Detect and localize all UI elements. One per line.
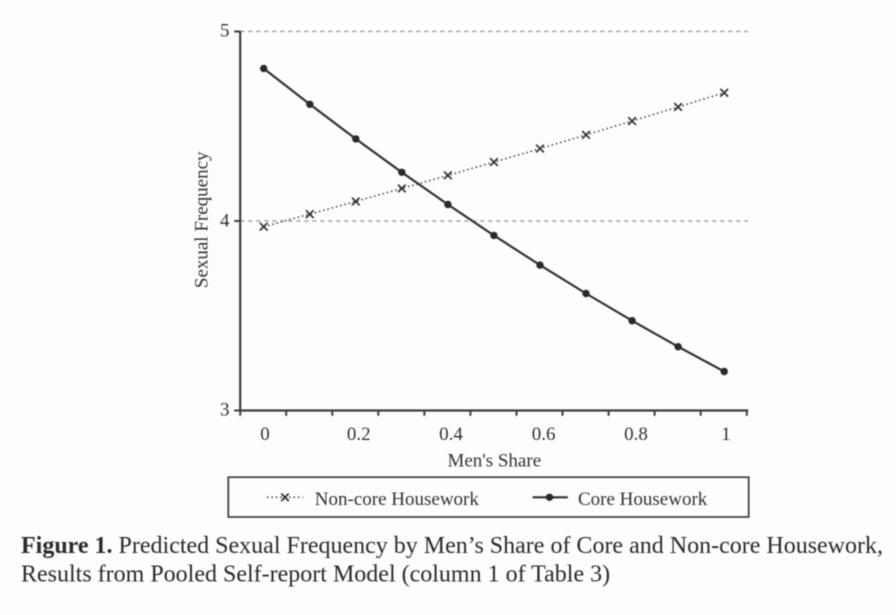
svg-text:Men's Share: Men's Share <box>447 451 541 472</box>
svg-text:Core Housework: Core Housework <box>578 489 708 510</box>
svg-text:0.4: 0.4 <box>439 424 463 445</box>
svg-text:Sexual Frequency: Sexual Frequency <box>192 151 213 288</box>
svg-text:5: 5 <box>220 21 230 42</box>
svg-text:0.6: 0.6 <box>532 424 556 445</box>
svg-text:Non-core Housework: Non-core Housework <box>315 489 480 510</box>
svg-text:0: 0 <box>260 424 270 445</box>
svg-text:4: 4 <box>220 211 230 232</box>
svg-text:Figure 1. Predicted Sexual Fre: Figure 1. Predicted Sexual Frequency by … <box>21 533 883 559</box>
svg-text:Results from Pooled Self-repor: Results from Pooled Self-report Model (c… <box>21 562 610 588</box>
svg-text:0.2: 0.2 <box>347 424 371 445</box>
svg-text:0.8: 0.8 <box>624 424 648 445</box>
svg-text:3: 3 <box>220 400 230 421</box>
svg-text:1: 1 <box>721 424 731 445</box>
